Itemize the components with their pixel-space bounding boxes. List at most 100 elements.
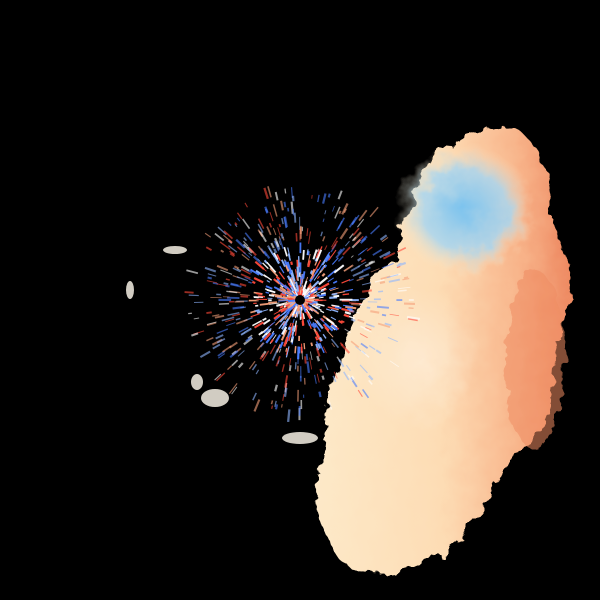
speckle-ray (223, 282, 229, 286)
speckle-ray (193, 317, 200, 320)
speckle-ray (266, 328, 272, 334)
speckle-ray (327, 277, 335, 283)
speckle-ray (310, 273, 316, 283)
speckle-ray (357, 257, 362, 262)
speckle-ray (269, 344, 276, 355)
speckle-ray (234, 222, 238, 226)
speckle-ray (216, 264, 229, 272)
speckle-ray (281, 318, 290, 330)
fragment (126, 281, 134, 299)
speckle-ray (243, 240, 249, 247)
speckle-ray (330, 316, 337, 321)
speckle-ray (264, 288, 276, 293)
speckle-ray (268, 222, 273, 228)
speckle-ray (249, 268, 260, 276)
speckle-ray (318, 391, 322, 398)
speckle-ray (267, 321, 276, 329)
speckle-ray (361, 350, 370, 358)
speckle-ray (331, 236, 338, 248)
speckle-ray (227, 365, 233, 371)
speckle-ray (220, 249, 225, 253)
speckle-ray (268, 247, 275, 258)
speckle-ray (277, 360, 280, 365)
speckle-ray (205, 246, 213, 252)
speckle-ray (397, 247, 407, 253)
speckle-ray (199, 350, 211, 359)
speckle-ray (396, 265, 401, 269)
speckle-ray (204, 232, 212, 238)
speckle-ray (361, 289, 372, 293)
speckle-ray (228, 382, 238, 394)
speckle-ray (331, 304, 340, 308)
speckle-ray (212, 314, 220, 317)
speckle-ray (359, 364, 368, 374)
speckle-ray (384, 322, 392, 327)
speckle-ray (350, 255, 354, 258)
speckle-ray (331, 240, 339, 250)
speckle-ray (278, 240, 282, 246)
speckle-ray (216, 328, 229, 335)
speckle-ray (312, 301, 318, 304)
speckle-ray (310, 307, 320, 315)
speckle-ray (285, 348, 289, 355)
speckle-ray (225, 318, 235, 323)
speckle-ray (237, 362, 244, 369)
speckle-ray (360, 325, 370, 331)
speckle-ray (307, 260, 311, 268)
speckle-ray (283, 303, 288, 305)
speckle-ray (387, 337, 398, 343)
speckle-ray (355, 311, 360, 314)
speckle-ray (269, 302, 280, 305)
speckle-ray (370, 310, 380, 314)
speckle-ray (289, 278, 297, 291)
speckle-ray (317, 194, 320, 203)
speckle-ray (215, 334, 224, 340)
speckle-ray (302, 287, 310, 296)
speckle-ray (365, 327, 372, 331)
speckle-ray (377, 322, 391, 329)
speckle-ray (235, 318, 248, 325)
speckle-ray (352, 270, 364, 277)
speckle-ray (320, 231, 323, 237)
speckle-ray (289, 357, 292, 366)
speckle-ray (274, 237, 280, 248)
speckle-ray (340, 320, 345, 324)
speckle-ray (314, 259, 322, 271)
speckle-ray (266, 226, 272, 236)
speckle-ray (214, 373, 222, 381)
speckle-ray (286, 281, 291, 287)
speckle-ray (294, 281, 300, 293)
speckle-ray (204, 266, 217, 273)
speckle-ray (350, 318, 356, 322)
speckle-ray (274, 384, 278, 392)
speckle-ray (243, 336, 254, 346)
speckle-ray (268, 301, 278, 304)
speckle-ray (277, 227, 281, 237)
speckle-ray (263, 328, 270, 334)
echo-region-main (316, 125, 570, 574)
speckle-ray (278, 320, 286, 330)
speckle-ray (250, 310, 256, 314)
speckle-ray (379, 250, 391, 259)
speckle-ray (351, 236, 357, 242)
speckle-ray (308, 296, 315, 300)
speckle-ray (290, 286, 295, 292)
speckle-ray (344, 328, 351, 334)
speckle-ray (378, 290, 384, 293)
speckle-ray (361, 266, 371, 272)
speckle-ray (290, 322, 294, 331)
speckle-ray (308, 319, 313, 328)
speckle-ray (231, 313, 241, 317)
speckle-ray (403, 276, 409, 279)
speckle-ray (365, 323, 375, 328)
speckle-ray (316, 290, 325, 295)
speckle-ray (319, 318, 330, 328)
speckle-ray (333, 371, 338, 379)
speckle-ray (296, 310, 299, 318)
speckle-ray (357, 261, 367, 268)
speckle-ray (389, 360, 400, 368)
speckle-ray (272, 204, 278, 217)
speckle-ray (247, 269, 253, 274)
speckle-ray (265, 291, 270, 294)
speckle-ray (315, 319, 324, 330)
